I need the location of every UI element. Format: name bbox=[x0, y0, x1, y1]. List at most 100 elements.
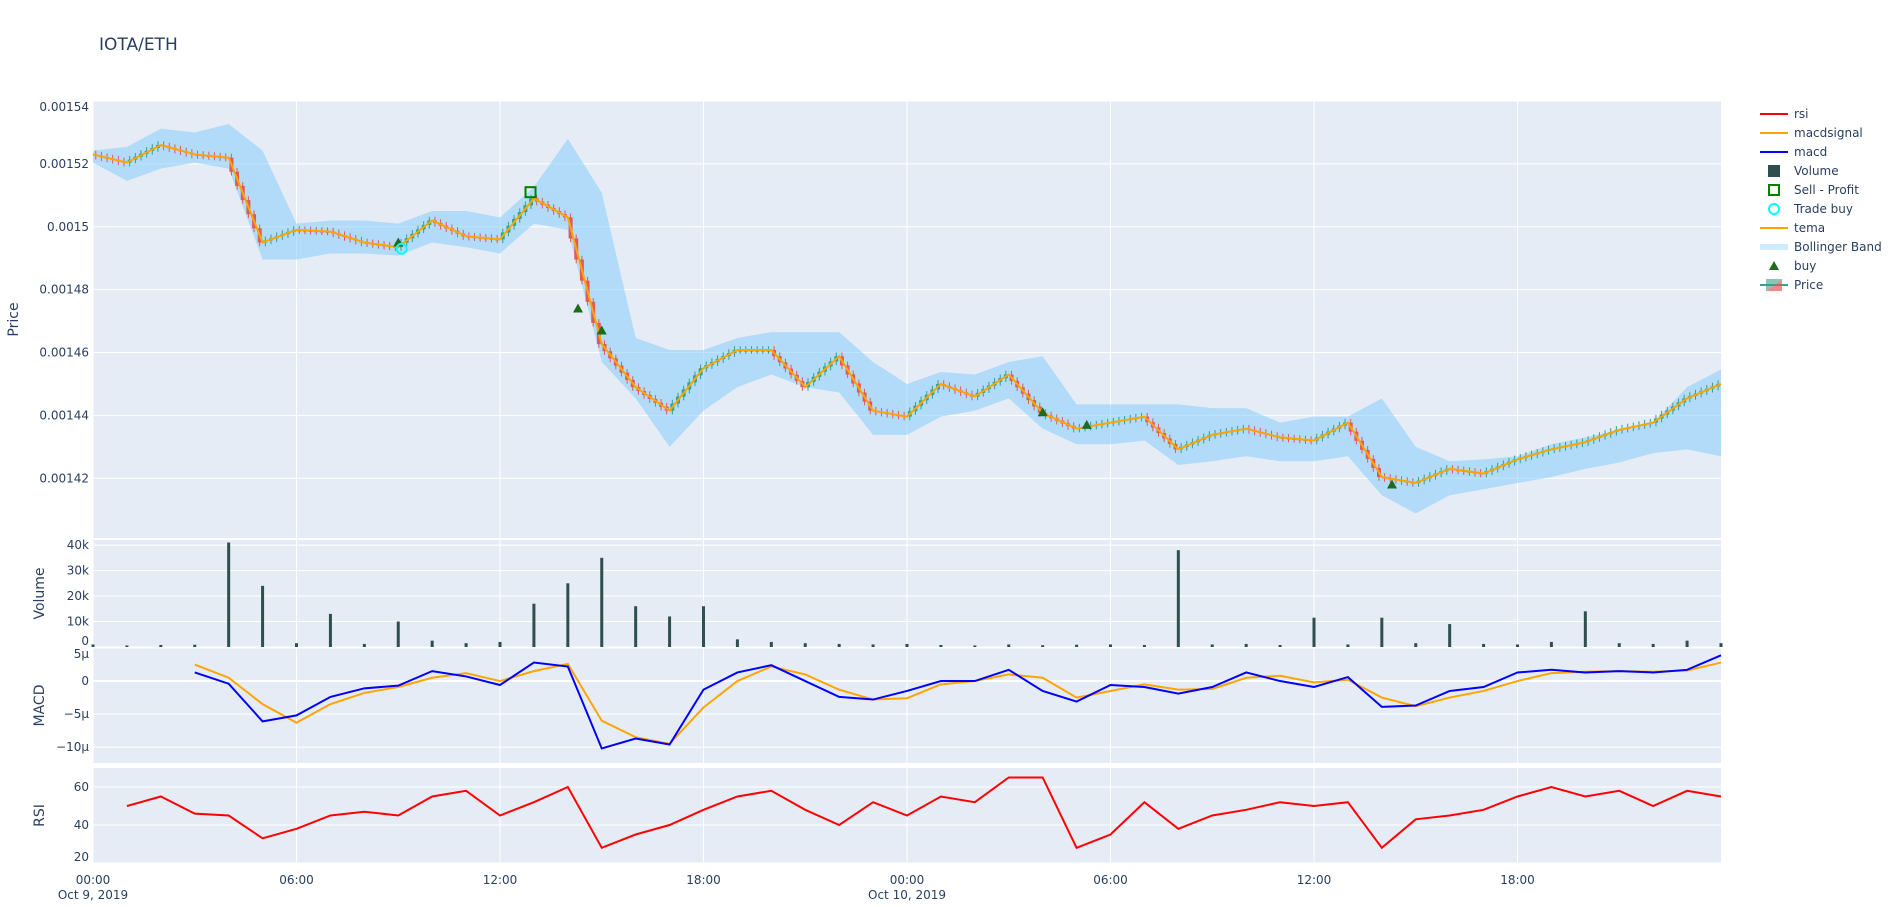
y-axis-title: RSI bbox=[32, 804, 48, 827]
volume-bar bbox=[735, 639, 739, 647]
y-tick-label: −10μ bbox=[56, 740, 89, 754]
legend-item[interactable]: buy bbox=[1769, 259, 1816, 273]
legend-item[interactable]: Trade buy bbox=[1768, 202, 1853, 216]
legend-label: Price bbox=[1794, 278, 1823, 292]
y-tick-label: 10k bbox=[67, 615, 89, 629]
x-tick-label: 00:00 bbox=[76, 873, 111, 887]
buy-marker bbox=[1387, 479, 1398, 489]
legend-candle-down-icon bbox=[1766, 279, 1782, 291]
volume-bar bbox=[1448, 624, 1452, 647]
legend-label: Volume bbox=[1794, 164, 1839, 178]
x-tick-date: Oct 10, 2019 bbox=[868, 888, 946, 902]
legend-label: macdsignal bbox=[1794, 126, 1863, 140]
volume-bar bbox=[939, 644, 943, 647]
legend-square-open-icon bbox=[1768, 184, 1780, 196]
volume-bar bbox=[871, 644, 875, 647]
volume-bar bbox=[1583, 611, 1587, 647]
volume-bar bbox=[1041, 645, 1045, 647]
volume-bar bbox=[1414, 643, 1418, 647]
volume-bar bbox=[91, 644, 95, 647]
volume-bar bbox=[1685, 640, 1689, 647]
x-tick-label: 06:00 bbox=[279, 873, 314, 887]
volume-bar bbox=[769, 641, 773, 647]
volume-bar bbox=[295, 643, 298, 647]
y-tick-label: 60 bbox=[74, 780, 89, 794]
volume-bar bbox=[973, 645, 977, 647]
macdsignal-line bbox=[194, 661, 1722, 745]
x-tick-label: 18:00 bbox=[1500, 873, 1535, 887]
plot-panels: 0.00142 0.00144 0.00146 0.00148 0.0015 0.0015… bbox=[6, 100, 1723, 902]
volume-bar bbox=[1346, 644, 1350, 647]
volume-bar bbox=[362, 643, 366, 647]
legend-label: Trade buy bbox=[1793, 202, 1853, 216]
bollinger-band bbox=[93, 123, 1721, 514]
y-tick-label: 5μ bbox=[74, 647, 90, 661]
legend-item[interactable]: Bollinger Band bbox=[1760, 240, 1882, 254]
legend-label: macd bbox=[1794, 145, 1827, 159]
y-tick-label: 40 bbox=[74, 818, 89, 832]
legend-item[interactable]: rsi bbox=[1760, 107, 1809, 121]
y-tick-label: 0.0015 bbox=[47, 220, 89, 234]
volume-bar bbox=[600, 557, 604, 647]
legend-label: tema bbox=[1794, 221, 1825, 235]
y-tick-label: −5μ bbox=[64, 707, 90, 721]
volume-bar bbox=[532, 603, 536, 647]
x-tick-label: 00:00 bbox=[890, 873, 925, 887]
y-tick-label: 30k bbox=[67, 564, 89, 578]
volume-bar bbox=[227, 542, 231, 647]
y-tick-label: 40k bbox=[67, 538, 89, 552]
volume-bar bbox=[430, 640, 434, 647]
volume-bar bbox=[634, 606, 638, 647]
y-tick-label: 20 bbox=[74, 850, 89, 864]
volume-bar bbox=[261, 585, 265, 647]
y-tick-label: 0 bbox=[81, 674, 89, 688]
volume-bar bbox=[1651, 643, 1655, 647]
x-tick-label: 06:00 bbox=[1093, 873, 1128, 887]
y-tick-label: 0 bbox=[81, 634, 89, 648]
volume-bar bbox=[803, 643, 807, 647]
x-tick-date: Oct 9, 2019 bbox=[58, 888, 128, 902]
legend-label: Bollinger Band bbox=[1794, 240, 1882, 254]
legend-item[interactable]: Price bbox=[1760, 278, 1823, 292]
y-tick-label: 0.00142 bbox=[39, 471, 89, 485]
legend-item[interactable]: macdsignal bbox=[1760, 126, 1863, 140]
volume-bar bbox=[1176, 550, 1180, 647]
y-axis-title: Price bbox=[6, 302, 22, 336]
x-tick-label: 12:00 bbox=[1297, 873, 1332, 887]
volume-bar bbox=[464, 643, 468, 647]
legend-triangle-icon bbox=[1769, 261, 1779, 270]
buy-marker bbox=[573, 303, 584, 313]
volume-bar bbox=[193, 644, 197, 647]
volume-bar bbox=[1719, 643, 1723, 647]
sell-profit-marker bbox=[524, 186, 537, 199]
y-tick-label: 0.00152 bbox=[39, 157, 89, 171]
tema-line bbox=[92, 143, 1722, 485]
legend-item[interactable]: Volume bbox=[1768, 164, 1839, 178]
volume-bar bbox=[837, 643, 841, 647]
legend-circle-icon bbox=[1768, 203, 1780, 215]
x-tick-label: 12:00 bbox=[483, 873, 518, 887]
volume-bar bbox=[1278, 644, 1282, 647]
y-tick-label: 0.00148 bbox=[39, 283, 89, 297]
legend-label: Sell - Profit bbox=[1794, 183, 1859, 197]
volume-bar bbox=[1244, 643, 1248, 647]
volume-bar bbox=[566, 583, 570, 647]
volume-bar bbox=[396, 621, 400, 647]
volume-bar bbox=[1075, 644, 1079, 647]
volume-bar bbox=[498, 641, 502, 647]
legend-item[interactable]: tema bbox=[1760, 221, 1825, 235]
y-axis-title: MACD bbox=[32, 685, 48, 727]
buy-marker bbox=[1037, 407, 1048, 417]
legend-item[interactable]: Sell - Profit bbox=[1768, 183, 1859, 197]
trade-buy-marker bbox=[395, 242, 408, 255]
y-tick-label: 0.00154 bbox=[39, 100, 89, 114]
legend-item[interactable]: macd bbox=[1760, 145, 1827, 159]
legend[interactable]: rsi macdsignal macd Volume Sell - Profit Trad… bbox=[1760, 107, 1882, 292]
volume-bar bbox=[125, 645, 129, 647]
y-axis-title: Volume bbox=[32, 567, 48, 619]
x-tick-label: 18:00 bbox=[686, 873, 721, 887]
legend-label: rsi bbox=[1794, 107, 1809, 121]
volume-bar bbox=[1210, 644, 1214, 647]
volume-bar bbox=[905, 643, 909, 647]
